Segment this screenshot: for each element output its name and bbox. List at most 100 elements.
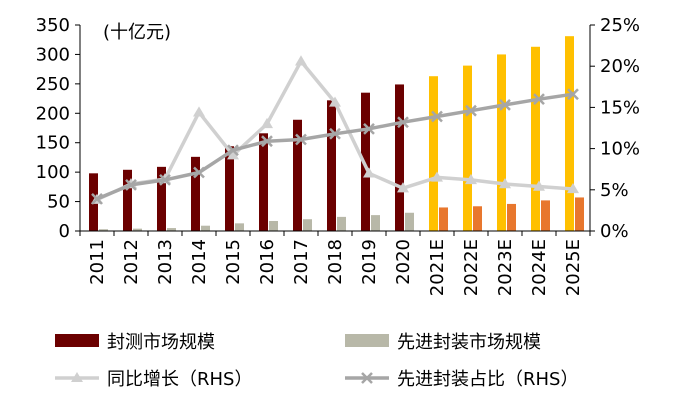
advanced-share-point bbox=[431, 110, 443, 123]
bar-packaging-market bbox=[293, 119, 302, 231]
yoy-growth-point bbox=[295, 55, 307, 66]
advanced-share-point bbox=[159, 174, 171, 186]
bar-advanced-packaging-market bbox=[99, 229, 108, 231]
x-tick-label: 2024E bbox=[529, 239, 550, 296]
x-tick-label: 2021E bbox=[427, 239, 448, 296]
yoy-growth-point bbox=[533, 180, 545, 191]
y-right-tick-label: 0% bbox=[600, 221, 629, 242]
x-tick-label: 2011 bbox=[87, 239, 108, 285]
bar-advanced-packaging-market bbox=[235, 223, 244, 231]
y-left-tick-label: 300 bbox=[36, 44, 70, 65]
bar-packaging-market bbox=[497, 54, 506, 231]
bar-packaging-market bbox=[429, 76, 438, 231]
y-right-tick-label: 5% bbox=[600, 180, 629, 201]
x-tick-label: 2017 bbox=[291, 239, 312, 285]
x-tick-label: 2022E bbox=[461, 239, 482, 296]
bar-advanced-packaging-market bbox=[201, 225, 210, 231]
yoy-growth-point bbox=[397, 182, 409, 193]
advanced-share-point bbox=[567, 88, 579, 101]
x-tick-label: 2016 bbox=[257, 239, 278, 285]
y-left-tick-label: 0 bbox=[59, 221, 70, 242]
bar-advanced-packaging-market bbox=[575, 197, 584, 231]
bar-packaging-market bbox=[225, 146, 234, 231]
x-tick-label: 2020 bbox=[393, 239, 414, 285]
y-right-tick-label: 20% bbox=[600, 56, 640, 77]
lines-layer bbox=[91, 55, 579, 205]
advanced-share-point bbox=[329, 127, 341, 140]
bar-packaging-market bbox=[395, 84, 404, 232]
bar-advanced-packaging-market bbox=[507, 203, 516, 231]
bar-packaging-market bbox=[565, 36, 574, 231]
bar-advanced-packaging-market bbox=[473, 206, 482, 231]
legend-marker bbox=[361, 372, 373, 384]
legend-label: 先进封装占比（RHS） bbox=[397, 369, 578, 390]
x-tick-label: 2012 bbox=[121, 239, 142, 285]
legend-item: 先进封装占比（RHS） bbox=[345, 369, 578, 390]
x-tick-label: 2025E bbox=[563, 239, 584, 296]
yoy-growth-point bbox=[227, 149, 239, 160]
legend-label: 先进封装市场规模 bbox=[397, 332, 541, 353]
bar-packaging-market bbox=[463, 65, 472, 232]
legend-label: 封测市场规模 bbox=[107, 332, 215, 353]
yoy-growth-point bbox=[567, 182, 579, 194]
yoy-growth-point bbox=[193, 106, 205, 117]
bars-layer bbox=[89, 36, 584, 232]
bar-advanced-packaging-market bbox=[439, 207, 448, 231]
x-tick-label: 2014 bbox=[189, 239, 210, 285]
y-left-tick-label: 200 bbox=[36, 103, 70, 124]
bar-advanced-packaging-market bbox=[541, 200, 550, 231]
y-left-tick-label: 50 bbox=[47, 192, 70, 213]
advanced-share-point bbox=[261, 135, 273, 148]
advanced-share-point bbox=[363, 122, 375, 135]
bar-advanced-packaging-market bbox=[269, 220, 278, 231]
bar-packaging-market bbox=[361, 92, 370, 231]
y-left-tick-label: 250 bbox=[36, 74, 70, 95]
bar-advanced-packaging-market bbox=[337, 216, 346, 231]
bar-packaging-market bbox=[259, 133, 268, 231]
advanced-share-point bbox=[295, 133, 307, 146]
yoy-growth-point bbox=[261, 117, 273, 129]
advanced-share-point bbox=[193, 166, 205, 179]
y-left-tick-label: 100 bbox=[36, 162, 70, 183]
legend-swatch bbox=[345, 334, 389, 347]
legend-marker bbox=[71, 372, 83, 382]
bar-packaging-market bbox=[327, 100, 336, 231]
y-right-tick-label: 10% bbox=[600, 139, 640, 160]
unit-label: (十亿元) bbox=[103, 22, 171, 43]
advanced-share-point bbox=[397, 116, 409, 129]
yoy-growth-point bbox=[329, 96, 341, 107]
bar-packaging-market bbox=[191, 156, 200, 231]
legend-swatch bbox=[55, 334, 99, 347]
advanced-share-point bbox=[499, 99, 511, 111]
x-tick-label: 2015 bbox=[223, 239, 244, 285]
advanced-share-point bbox=[227, 144, 239, 157]
y-left-tick-label: 350 bbox=[36, 15, 70, 36]
legend-item: 同比增长（RHS） bbox=[55, 369, 252, 390]
x-tick-label: 2013 bbox=[155, 239, 176, 285]
yoy-growth-point bbox=[363, 167, 375, 178]
legend-item: 封测市场规模 bbox=[55, 332, 215, 353]
bar-packaging-market bbox=[157, 166, 166, 231]
legend-item: 先进封装市场规模 bbox=[345, 332, 541, 353]
bar-advanced-packaging-market bbox=[167, 228, 176, 231]
bar-packaging-market bbox=[123, 169, 132, 231]
x-tick-label: 2023E bbox=[495, 239, 516, 296]
yoy-growth-point bbox=[431, 171, 443, 182]
legend-label: 同比增长（RHS） bbox=[107, 369, 252, 390]
x-tick-label: 2018 bbox=[325, 239, 346, 285]
x-tick-label: 2019 bbox=[359, 239, 380, 285]
bar-advanced-packaging-market bbox=[303, 219, 312, 231]
bar-packaging-market bbox=[531, 46, 540, 231]
y-left-tick-label: 150 bbox=[36, 133, 70, 154]
advanced-share-point bbox=[125, 178, 137, 191]
yoy-growth-point bbox=[465, 173, 477, 185]
y-right-tick-label: 25% bbox=[600, 15, 640, 36]
advanced-share-point bbox=[533, 93, 545, 106]
advanced-share-point bbox=[465, 104, 477, 117]
bar-advanced-packaging-market bbox=[371, 215, 380, 231]
yoy-growth-point bbox=[499, 178, 511, 189]
bar-advanced-packaging-market bbox=[133, 228, 142, 231]
bar-advanced-packaging-market bbox=[405, 212, 414, 231]
